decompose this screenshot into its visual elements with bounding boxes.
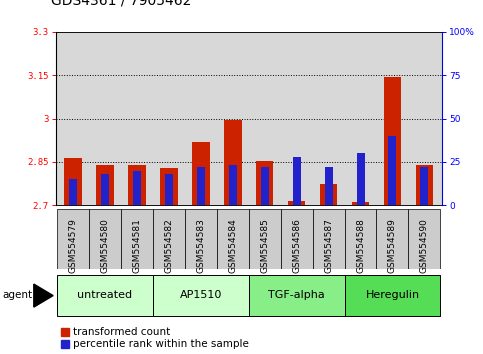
Bar (64, 158, 82, 205)
Bar (89, 209, 121, 269)
Text: GSM554580: GSM554580 (100, 218, 110, 273)
Bar (57, 209, 89, 269)
Bar (249, 209, 281, 269)
Bar (256, 160, 273, 205)
Bar (313, 209, 344, 269)
Text: GSM554579: GSM554579 (69, 218, 78, 273)
Text: Heregulin: Heregulin (365, 290, 420, 300)
Bar (352, 202, 369, 205)
Bar (344, 275, 440, 316)
Text: GSM554585: GSM554585 (260, 218, 269, 273)
Legend: transformed count, percentile rank within the sample: transformed count, percentile rank withi… (61, 327, 249, 349)
Bar (356, 153, 365, 205)
Polygon shape (34, 284, 53, 307)
Text: GSM554589: GSM554589 (388, 218, 397, 273)
Bar (293, 157, 300, 205)
Text: GSM554581: GSM554581 (132, 218, 142, 273)
Text: GSM554583: GSM554583 (197, 218, 205, 273)
Bar (376, 209, 409, 269)
Bar (281, 209, 313, 269)
Bar (69, 179, 77, 205)
Bar (261, 167, 269, 205)
Text: GSM554588: GSM554588 (356, 218, 365, 273)
Bar (153, 275, 249, 316)
Text: GSM554586: GSM554586 (292, 218, 301, 273)
Bar (165, 174, 173, 205)
Text: GSM554587: GSM554587 (324, 218, 333, 273)
Bar (320, 184, 337, 205)
Bar (121, 209, 153, 269)
Text: untreated: untreated (77, 290, 133, 300)
Bar (409, 209, 440, 269)
Text: GSM554584: GSM554584 (228, 218, 237, 273)
Bar (57, 275, 153, 316)
Bar (101, 174, 109, 205)
Bar (229, 165, 237, 205)
Text: agent: agent (2, 290, 32, 300)
Bar (384, 77, 401, 205)
Text: AP1510: AP1510 (180, 290, 222, 300)
Bar (325, 167, 333, 205)
Bar (344, 209, 376, 269)
Text: GSM554590: GSM554590 (420, 218, 429, 273)
Bar (249, 275, 344, 316)
Bar (420, 167, 428, 205)
Bar (128, 165, 146, 205)
Bar (415, 165, 433, 205)
Bar (160, 168, 178, 205)
Bar (153, 209, 185, 269)
Bar (288, 201, 305, 205)
Bar (96, 165, 114, 205)
Text: GDS4361 / 7905462: GDS4361 / 7905462 (51, 0, 191, 7)
Bar (192, 142, 210, 205)
Bar (133, 171, 141, 205)
Bar (185, 209, 217, 269)
Bar (217, 209, 249, 269)
Text: GSM554582: GSM554582 (164, 218, 173, 273)
Text: TGF-alpha: TGF-alpha (268, 290, 325, 300)
Bar (388, 136, 397, 205)
Bar (224, 120, 242, 205)
Bar (197, 167, 205, 205)
